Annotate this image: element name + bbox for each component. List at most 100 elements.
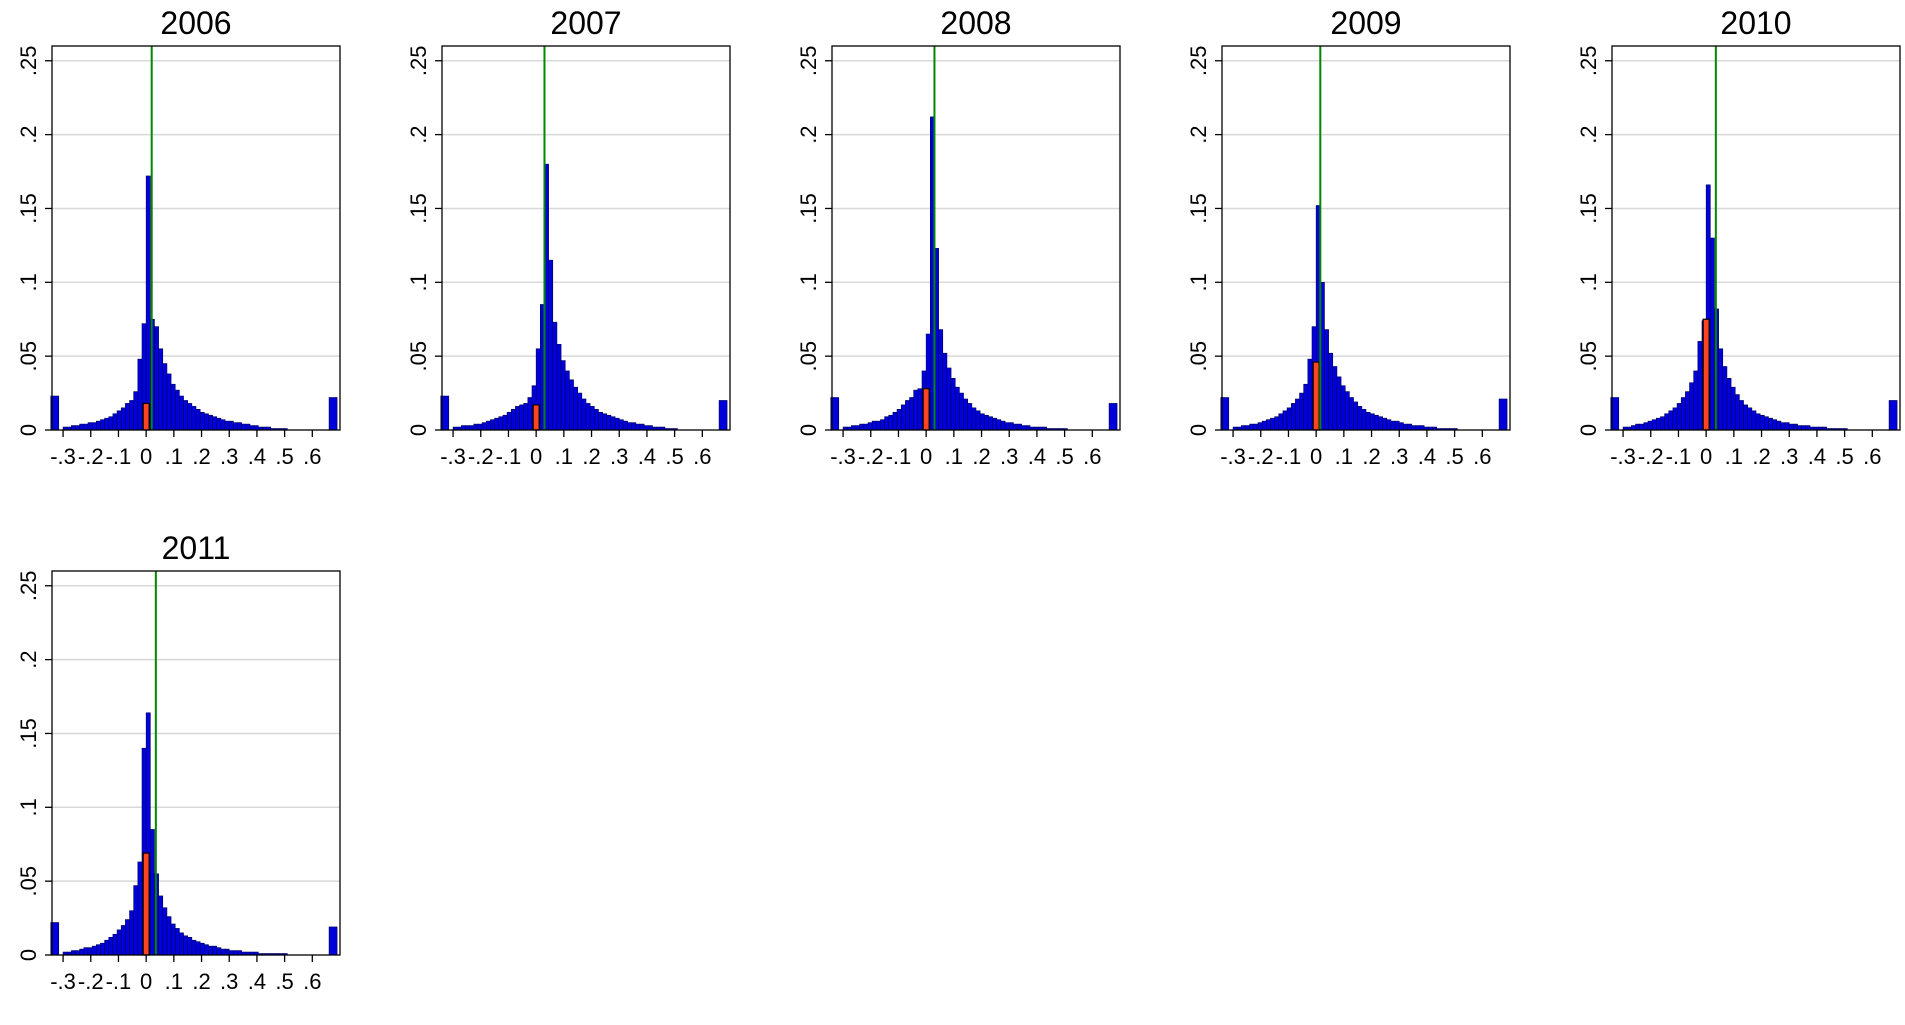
histogram-bar xyxy=(199,942,205,956)
histogram-bar xyxy=(208,414,213,431)
histogram-bar xyxy=(971,407,977,431)
histogram-bar xyxy=(1643,422,1649,431)
histogram-bar xyxy=(1697,341,1703,431)
histogram-bar xyxy=(104,417,110,431)
histogram-svg: 0 .05 .1 .15 .2 .25 -.3 -.2 -.1 0 .1 .2 .3 .4 .5 .6 2010 xyxy=(1576,5,1901,469)
histogram-bar xyxy=(648,425,653,431)
histogram-bar xyxy=(1307,358,1313,431)
histogram-bar xyxy=(510,409,516,431)
histogram-bar xyxy=(1361,409,1367,431)
histogram-bar xyxy=(83,947,89,956)
histogram-bar xyxy=(108,416,114,431)
y-tick-label: .1 xyxy=(1576,273,1601,291)
histogram-bar xyxy=(104,939,110,956)
histogram-bar xyxy=(195,941,201,956)
y-tick-label: .25 xyxy=(16,570,41,601)
histogram-panel: 0 .05 .1 .15 .2 .25 -.3 -.2 -.1 0 .1 .2 .3 .4 .5 .6 2009 xyxy=(1170,0,1530,500)
histogram-bar xyxy=(120,925,126,956)
y-tick-label: .05 xyxy=(796,341,821,372)
histogram-bar xyxy=(216,417,222,431)
histogram-bar xyxy=(253,425,259,431)
histogram-bar xyxy=(166,916,172,956)
histogram-bar xyxy=(1639,423,1645,431)
histogram-bar xyxy=(1378,416,1383,431)
y-tick-label: .05 xyxy=(406,341,431,372)
histogram-bar xyxy=(199,411,205,431)
y-tick-label: .2 xyxy=(1576,125,1601,143)
x-tick-label: .1 xyxy=(1335,444,1353,469)
histogram-bar xyxy=(145,175,151,431)
histogram-bar xyxy=(154,326,159,431)
x-tick-label: .2 xyxy=(192,969,210,994)
histogram-bar xyxy=(905,400,910,431)
histogram-bar xyxy=(1278,413,1284,431)
histogram-bar xyxy=(610,416,616,431)
chart-title: 2007 xyxy=(550,5,621,41)
histogram-bar xyxy=(1340,385,1346,431)
x-tick-label: 0 xyxy=(530,444,542,469)
x-tick-label: .3 xyxy=(220,444,238,469)
histogram-bar xyxy=(220,948,226,956)
tail-bar-high xyxy=(718,400,728,431)
histogram-bar xyxy=(900,404,906,431)
tail-bar-high xyxy=(1498,398,1508,431)
histogram-bar xyxy=(1689,382,1694,431)
x-tick-label: -.3 xyxy=(830,444,856,469)
x-tick-label: .5 xyxy=(1055,444,1073,469)
histogram-bar xyxy=(880,419,885,431)
histogram-bar xyxy=(560,360,566,431)
y-tick-label: .2 xyxy=(406,125,431,143)
histogram-bar xyxy=(1266,419,1271,431)
histogram-bar xyxy=(1245,425,1250,431)
histogram-bar xyxy=(112,413,118,431)
histogram-bar xyxy=(1270,417,1275,431)
histogram-bar xyxy=(137,358,143,431)
histogram-bar xyxy=(125,403,130,431)
histogram-bar xyxy=(979,413,985,431)
y-tick-label: .25 xyxy=(16,45,41,76)
histogram-bar xyxy=(863,423,869,431)
histogram-bar xyxy=(481,422,487,431)
histogram-bar xyxy=(1328,352,1334,431)
histogram-bar xyxy=(984,414,989,431)
histogram-bar xyxy=(1801,425,1807,431)
histogram-bar xyxy=(158,895,164,956)
y-tick-label: .2 xyxy=(16,125,41,143)
histogram-bar xyxy=(1282,410,1288,431)
histogram-bar xyxy=(502,414,508,431)
y-tick-label: .15 xyxy=(1576,193,1601,224)
histogram-bar xyxy=(1257,422,1263,431)
plot-frame xyxy=(1221,45,1511,431)
x-tick-label: 0 xyxy=(140,969,152,994)
x-tick-label: .6 xyxy=(1863,444,1881,469)
histogram-bar xyxy=(1332,366,1338,431)
histogram-bar xyxy=(1249,423,1255,431)
histogram-bar xyxy=(871,420,877,431)
histogram-panel: 0 .05 .1 .15 .2 .25 -.3 -.2 -.1 0 .1 .2 .3 .4 .5 .6 2011 xyxy=(0,525,360,1025)
histogram-bar xyxy=(851,425,856,431)
y-tick-label: .1 xyxy=(16,798,41,816)
y-tick-label: .2 xyxy=(1186,125,1211,143)
y-tick-label: .1 xyxy=(16,273,41,291)
histogram-bar xyxy=(594,409,599,431)
histogram-bar xyxy=(1764,416,1769,431)
histogram-bar xyxy=(1759,414,1765,431)
histogram-bar xyxy=(618,419,624,431)
x-tick-label: .1 xyxy=(165,969,183,994)
highlight-bar-zero xyxy=(922,388,930,431)
histogram-bar xyxy=(1295,398,1300,431)
histogram-bar xyxy=(519,404,524,431)
histogram-bar xyxy=(108,936,114,956)
histogram-bar xyxy=(988,416,993,431)
chart-title: 2011 xyxy=(162,530,231,566)
histogram-bar xyxy=(1672,407,1678,431)
histogram-bar xyxy=(1788,423,1794,431)
histogram-bar xyxy=(1718,348,1724,431)
y-tick-label: .25 xyxy=(796,45,821,76)
histogram-bar xyxy=(876,420,881,431)
x-tick-label: .3 xyxy=(1000,444,1018,469)
histogram-bar xyxy=(1693,370,1699,431)
histogram-bar xyxy=(963,398,968,431)
y-tick-label: 0 xyxy=(406,424,431,436)
histogram-bar xyxy=(1369,413,1375,431)
